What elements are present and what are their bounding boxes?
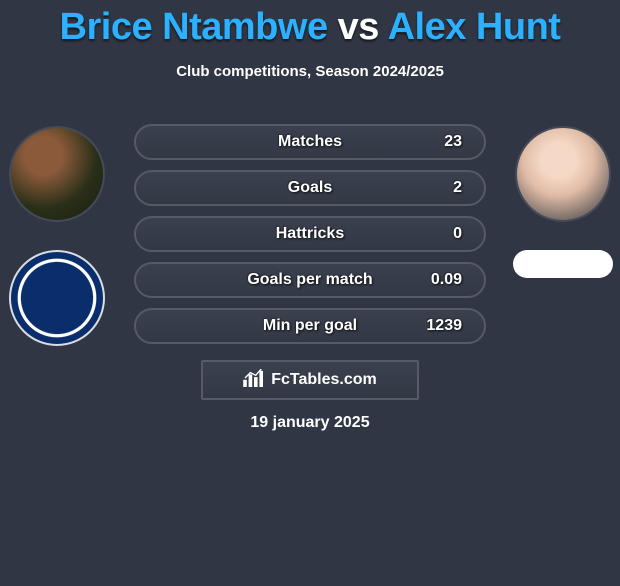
stats-table: Matches 23 Goals 2 Hattricks 0 Goals per… bbox=[134, 124, 486, 344]
right-column bbox=[508, 126, 618, 278]
stat-label: Min per goal bbox=[263, 317, 357, 335]
stat-row: Min per goal 1239 bbox=[134, 308, 486, 344]
left-column bbox=[2, 126, 112, 346]
stat-value: 0.09 bbox=[431, 271, 462, 289]
stat-value: 2 bbox=[453, 179, 462, 197]
stat-value: 23 bbox=[444, 133, 462, 151]
vs-text: vs bbox=[338, 6, 379, 48]
stat-value: 0 bbox=[453, 225, 462, 243]
stat-row: Goals 2 bbox=[134, 170, 486, 206]
comparison-title: Brice Ntambwe vs Alex Hunt bbox=[0, 6, 620, 49]
bar-chart-icon bbox=[243, 369, 265, 392]
stat-label: Goals bbox=[288, 179, 332, 197]
brand-badge: FcTables.com bbox=[201, 360, 419, 400]
stat-value: 1239 bbox=[426, 317, 462, 335]
player2-club-badge bbox=[513, 250, 613, 278]
player1-club-badge bbox=[9, 250, 105, 346]
player2-avatar bbox=[515, 126, 611, 222]
stat-row: Hattricks 0 bbox=[134, 216, 486, 252]
player2-name: Alex Hunt bbox=[388, 6, 561, 48]
stat-label: Goals per match bbox=[247, 271, 372, 289]
player1-avatar bbox=[9, 126, 105, 222]
brand-text: FcTables.com bbox=[271, 371, 377, 389]
stat-label: Matches bbox=[278, 133, 342, 151]
stat-label: Hattricks bbox=[276, 225, 344, 243]
stat-row: Goals per match 0.09 bbox=[134, 262, 486, 298]
subtitle: Club competitions, Season 2024/2025 bbox=[0, 63, 620, 80]
stat-row: Matches 23 bbox=[134, 124, 486, 160]
player1-name: Brice Ntambwe bbox=[60, 6, 328, 48]
date-text: 19 january 2025 bbox=[0, 414, 620, 432]
